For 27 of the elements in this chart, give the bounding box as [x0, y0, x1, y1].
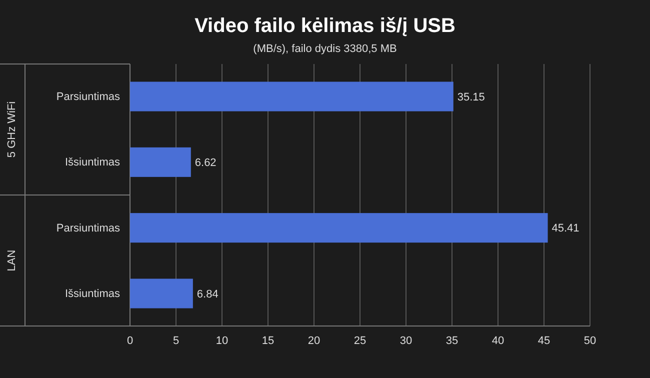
x-tick-label: 30 [400, 334, 412, 347]
x-tick-label: 20 [308, 334, 320, 347]
x-tick-label: 50 [584, 334, 596, 347]
x-tick-label: 10 [216, 334, 228, 347]
x-tick-label: 25 [354, 334, 366, 347]
y-tick-label: Parsiuntimas [56, 222, 120, 234]
data-label: 6.84 [196, 288, 218, 300]
data-label: 6.62 [194, 157, 216, 170]
data-label: 35.15 [457, 91, 485, 104]
bar [130, 213, 548, 243]
x-tick-label: 40 [492, 334, 504, 347]
bar [130, 278, 193, 308]
chart-title: Video failo kėlimas iš/į USB [194, 15, 456, 37]
y-tick-label: Išsiuntimas [64, 156, 120, 169]
chart-subtitle: (MB/s), failo dydis 3380,5 MB [253, 43, 397, 55]
x-tick-label: 15 [262, 334, 274, 347]
x-tick-label: 35 [446, 334, 458, 347]
bar [130, 147, 191, 177]
x-tick-label: 0 [126, 334, 134, 347]
data-label: 45.41 [552, 222, 580, 235]
text: LAN [6, 250, 18, 272]
y-tick-label: Parsiuntimas [56, 91, 120, 104]
y-tick-label: Išsiuntimas [64, 288, 120, 300]
text: 5 GHz WiFi [6, 101, 18, 158]
x-tick-label: 5 [172, 334, 180, 347]
bar [130, 82, 454, 112]
x-tick-label: 45 [538, 334, 550, 347]
